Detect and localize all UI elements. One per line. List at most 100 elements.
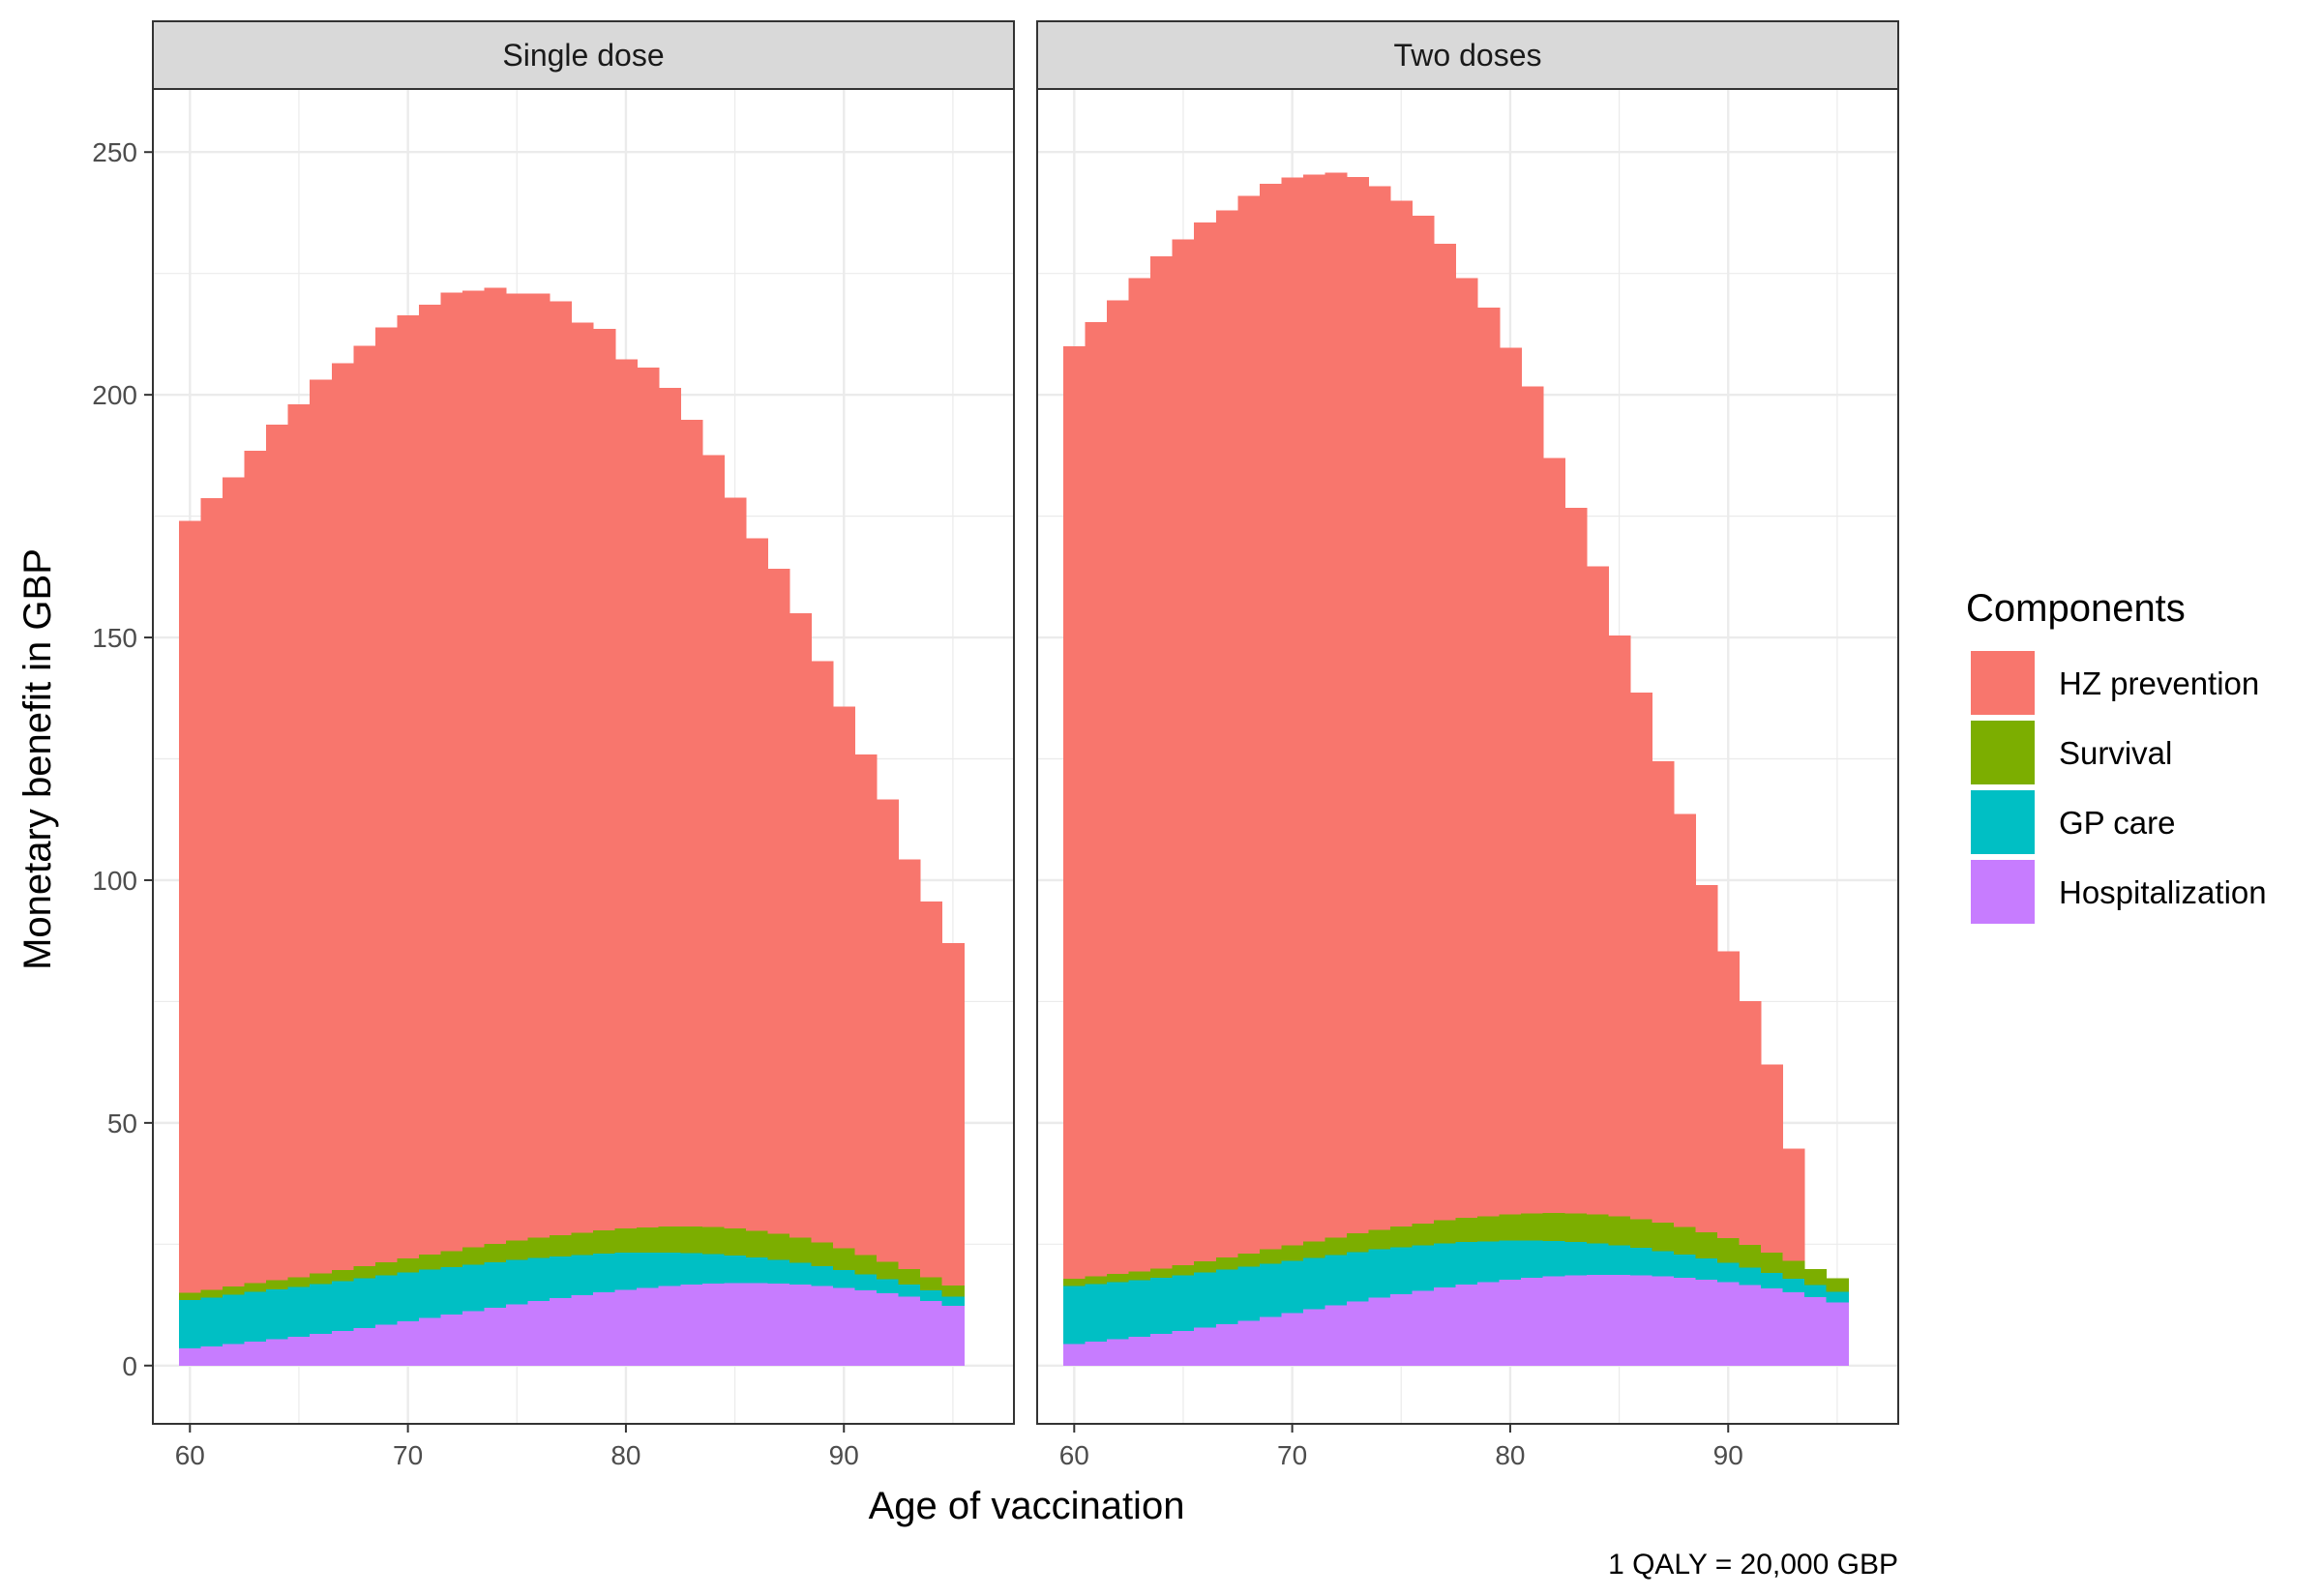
bar-survival-age-83 bbox=[1564, 1213, 1588, 1243]
y-axis-title: Monetary benefit in GBP bbox=[16, 548, 59, 970]
bar-hospitalization-age-83 bbox=[680, 1284, 703, 1367]
bar-survival-age-70 bbox=[397, 1257, 420, 1273]
bar-gp-care-age-82 bbox=[1542, 1240, 1565, 1277]
bar-gp-care-age-63 bbox=[244, 1291, 267, 1343]
legend-item-hospitalization: Hospitalization bbox=[1969, 858, 2267, 926]
bar-hospitalization-age-72 bbox=[1325, 1305, 1348, 1367]
bar-hospitalization-age-63 bbox=[1128, 1336, 1151, 1367]
x-tick-label: 60 bbox=[1059, 1440, 1089, 1470]
bar-hz-prevention-age-68 bbox=[1237, 195, 1261, 1254]
bar-hz-prevention-age-71 bbox=[418, 304, 442, 1255]
bar-hz-prevention-age-95 bbox=[941, 943, 965, 1286]
bar-hz-prevention-age-79 bbox=[593, 328, 616, 1231]
bar-hz-prevention-age-75 bbox=[506, 293, 529, 1241]
bar-survival-age-94 bbox=[920, 1276, 943, 1290]
bar-gp-care-age-70 bbox=[397, 1271, 420, 1322]
bar-hz-prevention-age-83 bbox=[680, 420, 703, 1227]
bar-hz-prevention-age-75 bbox=[1390, 200, 1414, 1227]
bar-hz-prevention-age-72 bbox=[440, 292, 463, 1252]
bar-hz-prevention-age-68 bbox=[353, 345, 376, 1266]
bar-hz-prevention-age-72 bbox=[1325, 172, 1348, 1238]
bar-hospitalization-age-95 bbox=[941, 1305, 965, 1367]
bar-gp-care-age-79 bbox=[1477, 1241, 1501, 1283]
bar-survival-age-84 bbox=[701, 1227, 725, 1255]
bar-gp-care-age-71 bbox=[418, 1268, 442, 1318]
bar-gp-care-age-94 bbox=[1804, 1284, 1828, 1297]
bar-hz-prevention-age-81 bbox=[637, 368, 660, 1228]
y-tick-label: 200 bbox=[92, 380, 137, 410]
panel-border bbox=[152, 88, 1015, 1425]
bar-gp-care-age-90 bbox=[1716, 1261, 1741, 1283]
bar-gp-care-age-82 bbox=[658, 1252, 681, 1286]
bars bbox=[179, 287, 965, 1367]
bar-hospitalization-age-86 bbox=[745, 1282, 768, 1367]
bar-gp-care-age-77 bbox=[1434, 1243, 1457, 1287]
bar-hz-prevention-age-69 bbox=[374, 327, 398, 1262]
bar-hospitalization-age-73 bbox=[461, 1311, 486, 1367]
bar-hospitalization-age-94 bbox=[920, 1300, 943, 1367]
bar-gp-care-age-91 bbox=[854, 1273, 878, 1290]
bar-hospitalization-age-76 bbox=[1412, 1290, 1435, 1367]
bar-hz-prevention-age-88 bbox=[1673, 813, 1697, 1227]
bar-survival-age-80 bbox=[614, 1227, 638, 1253]
bar-survival-age-70 bbox=[1281, 1245, 1304, 1261]
bar-hz-prevention-age-64 bbox=[266, 424, 289, 1281]
x-tick-label: 90 bbox=[829, 1440, 859, 1470]
legend-swatch bbox=[1969, 788, 2037, 856]
bar-gp-care-age-72 bbox=[440, 1266, 463, 1315]
bar-survival-age-79 bbox=[593, 1229, 616, 1254]
bar-hospitalization-age-60 bbox=[1063, 1344, 1087, 1367]
bar-survival-age-94 bbox=[1804, 1268, 1828, 1286]
bar-gp-care-age-69 bbox=[374, 1274, 398, 1325]
bar-gp-care-age-90 bbox=[832, 1269, 856, 1288]
bar-hospitalization-age-65 bbox=[287, 1336, 311, 1367]
bar-hz-prevention-age-70 bbox=[397, 314, 420, 1258]
facet-panels: Single dose 60 70 80 90 0 50 100 150 200 250 Two do… bbox=[92, 20, 1899, 1470]
bar-hz-prevention-age-80 bbox=[1499, 347, 1522, 1215]
bar-survival-age-65 bbox=[287, 1276, 311, 1287]
bar-gp-care-age-67 bbox=[331, 1280, 354, 1332]
bar-gp-care-age-77 bbox=[550, 1256, 573, 1298]
bar-gp-care-age-92 bbox=[877, 1278, 900, 1293]
bar-hz-prevention-age-77 bbox=[550, 301, 573, 1236]
strip-single-dose bbox=[152, 20, 1015, 90]
bar-hospitalization-age-78 bbox=[1455, 1284, 1478, 1367]
legend-swatch bbox=[1969, 858, 2037, 926]
bar-hospitalization-age-90 bbox=[1716, 1281, 1741, 1367]
bar-hz-prevention-age-92 bbox=[877, 799, 900, 1262]
bar-survival-age-72 bbox=[440, 1250, 463, 1267]
bar-survival-age-81 bbox=[1521, 1213, 1544, 1241]
bar-hz-prevention-age-73 bbox=[461, 290, 486, 1248]
bar-gp-care-age-86 bbox=[745, 1256, 768, 1284]
y-tick-label: 0 bbox=[122, 1351, 137, 1381]
bar-hospitalization-age-82 bbox=[658, 1285, 681, 1367]
panel-two-doses: Two doses 60 70 80 90 bbox=[1036, 20, 1899, 1470]
bar-survival-age-72 bbox=[1325, 1237, 1348, 1256]
bar-gp-care-age-95 bbox=[1826, 1291, 1849, 1303]
bar-hz-prevention-age-89 bbox=[1695, 884, 1718, 1233]
bar-survival-age-64 bbox=[266, 1279, 289, 1289]
bar-gp-care-age-74 bbox=[1368, 1249, 1391, 1298]
bar-hospitalization-age-60 bbox=[179, 1347, 202, 1367]
y-tick-label: 50 bbox=[107, 1108, 137, 1138]
bar-hospitalization-age-63 bbox=[244, 1341, 267, 1367]
x-tick-label: 60 bbox=[175, 1440, 205, 1470]
bar-hospitalization-age-88 bbox=[1673, 1277, 1697, 1367]
bar-hospitalization-age-88 bbox=[789, 1284, 813, 1367]
bar-gp-care-age-62 bbox=[1107, 1281, 1130, 1340]
legend-title: Components bbox=[1966, 587, 2186, 630]
bar-gp-care-age-64 bbox=[266, 1288, 289, 1340]
bar-gp-care-age-65 bbox=[1172, 1274, 1195, 1332]
bar-hz-prevention-age-60 bbox=[1063, 345, 1087, 1279]
bar-hospitalization-age-89 bbox=[811, 1285, 834, 1367]
bar-hz-prevention-age-73 bbox=[1346, 176, 1370, 1234]
bar-gp-care-age-70 bbox=[1281, 1259, 1304, 1314]
x-tick-label: 80 bbox=[610, 1440, 640, 1470]
bar-hospitalization-age-74 bbox=[1368, 1297, 1391, 1367]
x-tick-label: 70 bbox=[393, 1440, 423, 1470]
bar-hz-prevention-age-71 bbox=[1302, 174, 1326, 1242]
bar-hz-prevention-age-66 bbox=[310, 379, 333, 1274]
bar-survival-age-67 bbox=[331, 1269, 354, 1282]
bar-gp-care-age-89 bbox=[1695, 1257, 1718, 1280]
bar-hz-prevention-age-65 bbox=[287, 404, 311, 1278]
